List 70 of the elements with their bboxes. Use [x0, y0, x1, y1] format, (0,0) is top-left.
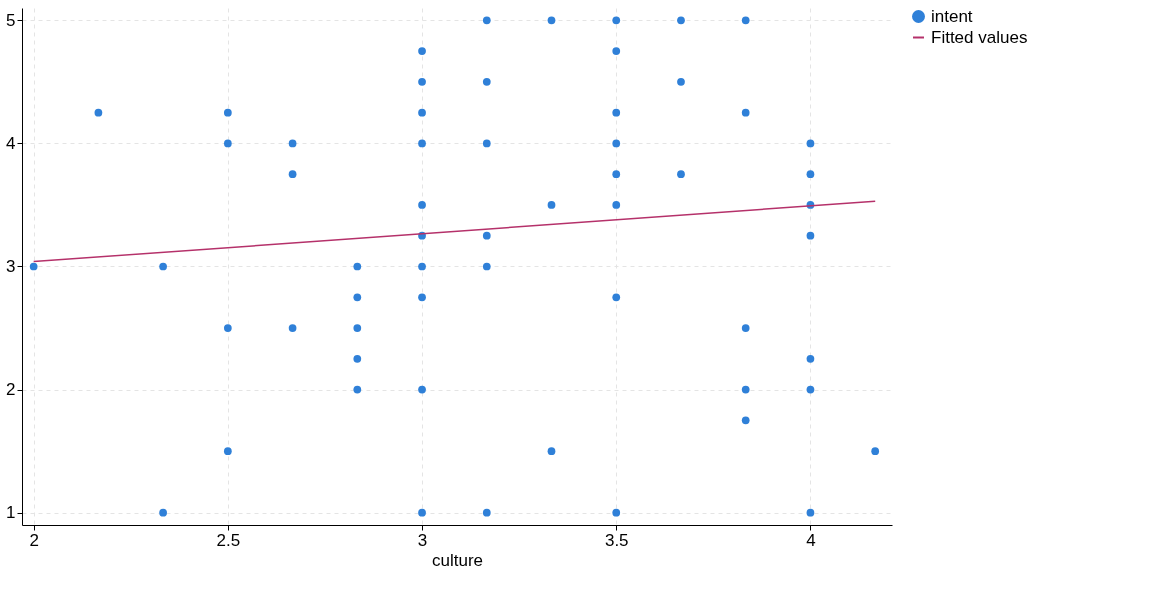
point — [418, 77, 426, 86]
point — [223, 139, 232, 148]
point — [547, 16, 556, 25]
point — [612, 201, 621, 209]
point — [94, 108, 103, 117]
x-tick-label: 2.5 — [216, 530, 241, 550]
point — [806, 170, 815, 179]
point — [612, 170, 621, 179]
point — [418, 262, 426, 271]
point — [612, 293, 621, 302]
point — [223, 108, 232, 117]
point — [418, 139, 426, 148]
point — [288, 170, 297, 179]
x-axis-title: culture — [431, 550, 484, 570]
point — [482, 508, 491, 517]
point — [806, 354, 815, 363]
point — [741, 108, 750, 117]
point — [547, 447, 556, 456]
point — [806, 231, 815, 240]
point — [29, 262, 38, 271]
point — [223, 324, 232, 332]
point — [418, 508, 426, 517]
point — [482, 77, 491, 86]
x-tick-label: 4 — [806, 530, 816, 550]
point — [353, 293, 362, 302]
point — [353, 262, 362, 271]
point — [418, 201, 426, 209]
point — [482, 16, 491, 25]
y-tick-label: 4 — [6, 133, 16, 153]
point — [741, 324, 750, 332]
point — [741, 385, 750, 394]
point — [741, 416, 750, 425]
legend-label: intent — [931, 6, 973, 26]
y-tick-label: 1 — [6, 503, 16, 523]
point — [482, 231, 491, 240]
point — [871, 447, 880, 456]
point — [677, 170, 685, 179]
point — [418, 108, 426, 117]
y-tick-label: 3 — [6, 257, 16, 276]
point — [418, 47, 426, 55]
point — [159, 262, 167, 271]
y-tick-label: 5 — [6, 10, 16, 30]
point — [806, 139, 815, 148]
point — [806, 508, 815, 517]
x-tick-label: 3 — [417, 530, 428, 550]
point — [677, 77, 685, 86]
point — [353, 324, 362, 332]
point — [288, 324, 297, 332]
x-tick-label: 3.5 — [604, 530, 629, 550]
point — [418, 293, 426, 302]
point — [612, 47, 621, 55]
point — [677, 16, 685, 25]
point — [612, 108, 621, 117]
y-tick-label: 2 — [6, 380, 16, 400]
point — [159, 508, 167, 517]
point — [223, 447, 232, 456]
point — [482, 139, 491, 148]
point — [612, 16, 621, 25]
point — [418, 385, 426, 394]
point — [806, 385, 815, 394]
point — [482, 262, 491, 271]
point — [353, 354, 362, 363]
point — [741, 16, 750, 25]
point — [353, 385, 362, 394]
point — [612, 139, 621, 148]
point — [288, 139, 297, 148]
point — [612, 508, 621, 517]
legend-label: Fitted values — [931, 27, 1028, 47]
point — [547, 201, 556, 209]
x-tick-label: 2 — [29, 530, 39, 550]
